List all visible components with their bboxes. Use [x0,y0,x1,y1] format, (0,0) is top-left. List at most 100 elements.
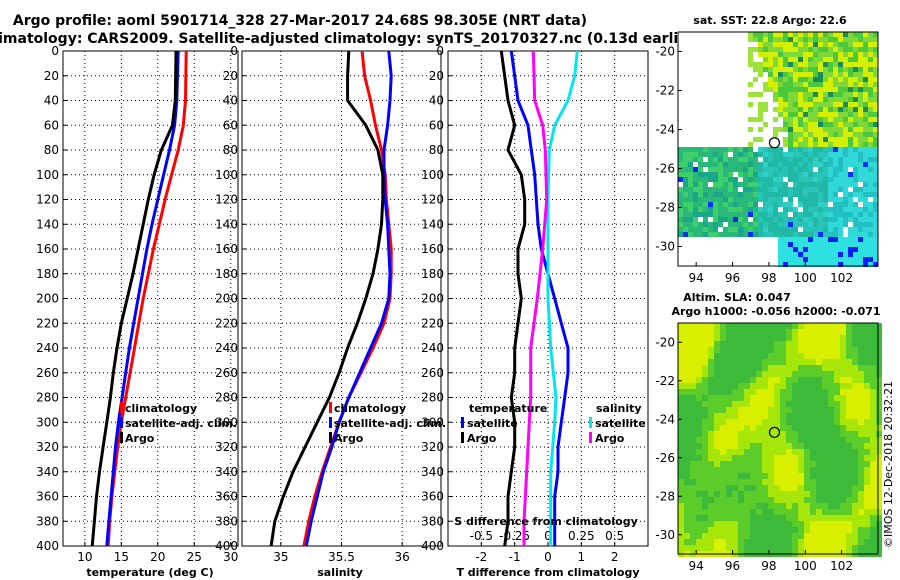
map-cell [863,257,868,262]
map-cell [793,97,798,102]
map-cell [828,545,834,551]
map-cell [696,479,702,485]
map-cell [792,365,798,371]
ytick-label: 280 [421,391,444,405]
map-cell [733,162,738,167]
map-cell [823,132,828,137]
map-cell [714,341,720,347]
map-cell [828,485,834,491]
map-cell [853,247,858,252]
map-cell [848,192,853,197]
map-cell [843,57,848,62]
map-cell [828,177,833,182]
map-cell [843,67,848,72]
ytick-label: 380 [421,514,444,528]
map-cell [702,455,708,461]
map-cell [808,42,813,47]
x2tick-label: -0.5 [470,529,493,543]
map-cell [744,533,750,539]
map-cell [864,359,870,365]
map-cell [818,87,823,92]
map-cell [708,485,714,491]
map-cell [702,389,708,395]
map-cell [768,87,773,92]
map-cell [808,92,813,97]
map-cell [828,383,834,389]
map-cell [873,87,878,92]
map-cell [868,137,873,142]
map-cell [818,162,823,167]
map-cell [793,137,798,142]
map-cell [863,127,868,132]
map-cell [868,112,873,117]
map-cell [853,207,858,212]
map-cell [833,247,838,252]
map-cell [738,545,744,551]
map-cell [768,152,773,157]
map-cell [683,222,688,227]
series-line-argo [269,50,385,547]
map-cell [833,147,838,152]
map-cell [803,107,808,112]
map-cell [848,177,853,182]
map-cell [768,389,774,395]
map-cell [838,107,843,112]
map-cell [738,425,744,431]
map-cell [876,521,882,527]
map-cell [750,455,756,461]
map-cell [786,443,792,449]
map-cell [678,341,684,347]
map-cell [774,407,780,413]
map-cell [678,187,683,192]
map-cell [803,217,808,222]
map-cell [818,52,823,57]
map-cell [768,197,773,202]
map-cell [778,212,783,217]
map-cell [846,491,852,497]
map-cell [864,443,870,449]
map-cell [748,197,753,202]
map-cell [714,473,720,479]
map-cell [732,467,738,473]
map-cell [858,257,863,262]
map-cell [852,329,858,335]
map-cell [798,431,804,437]
map-cell [684,509,690,515]
map-cell [840,527,846,533]
map-cell [858,419,864,425]
map-cell [798,82,803,87]
map-cell [768,443,774,449]
map-cell [818,152,823,157]
map-cell [788,217,793,222]
map-cell [818,42,823,47]
map-cell [838,132,843,137]
map-cell [843,247,848,252]
map-cell [708,365,714,371]
map-cell [846,467,852,473]
map-cell [783,167,788,172]
map-cell [696,485,702,491]
map-cell [823,262,828,267]
map-cell [738,527,744,533]
map-cell [838,237,843,242]
map-cell [748,47,753,52]
map-cell [803,237,808,242]
map-cell [870,443,876,449]
map-cell [762,515,768,521]
map-cell [753,197,758,202]
map-cell [853,222,858,227]
map-cell [828,509,834,515]
map-cell [804,509,810,515]
map-cell [873,42,878,47]
map-cell [828,401,834,407]
map-cell [863,137,868,142]
map-cell [808,37,813,42]
map-cell [793,82,798,87]
legend-swatch-t-satellite [461,417,464,428]
map-cell [733,152,738,157]
map-cell [848,57,853,62]
map-cell [868,217,873,222]
map-cell [810,497,816,503]
map-cell [738,497,744,503]
map-cell [873,52,878,57]
